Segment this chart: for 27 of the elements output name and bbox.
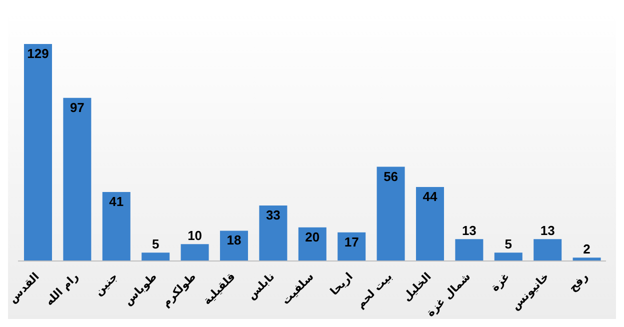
x-tick-label: جنين: [92, 270, 120, 298]
data-label: 56: [384, 168, 398, 184]
x-tick-label: قلقيلية: [200, 270, 238, 308]
x-tick-label: سلفيت: [279, 270, 316, 308]
data-label: 44: [422, 188, 438, 204]
x-tick-label: اريحا: [328, 270, 356, 298]
data-label: 2: [583, 242, 590, 257]
data-label: 129: [27, 46, 49, 61]
data-label: 17: [344, 234, 359, 250]
x-tick-label: رفح: [566, 270, 591, 294]
data-label: 97: [70, 100, 84, 115]
x-tick-label: بيت لحم: [354, 270, 395, 311]
x-tick-label: الخليل: [400, 270, 434, 304]
x-tick-label: طوباس: [121, 270, 160, 308]
data-label: 20: [305, 229, 320, 244]
data-label: 10: [188, 228, 202, 244]
data-label: 5: [152, 236, 160, 252]
x-tick-label: طولكرم: [159, 270, 199, 310]
data-label: 13: [462, 223, 476, 238]
x-tick-label: القدس: [6, 270, 42, 306]
data-label: 33: [266, 207, 280, 222]
x-tick-label: رام الله: [42, 270, 82, 308]
data-label: 13: [540, 223, 555, 238]
data-label: 41: [109, 194, 124, 210]
x-tick-label: نابلس: [244, 270, 278, 302]
data-label: 5: [504, 236, 512, 252]
data-label: 18: [226, 232, 242, 248]
